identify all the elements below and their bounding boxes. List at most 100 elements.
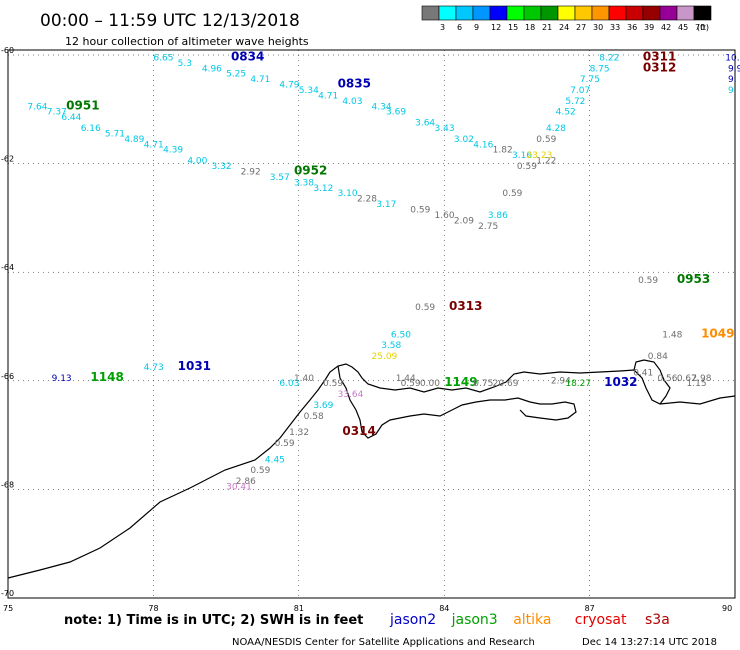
color-legend: 3 6 9 12 15 18 21 24 27 30 33 36 39 42 45 70(ft) [421, 5, 712, 32]
legend-swatch [659, 5, 678, 21]
wave-height-value: 0.58 [304, 412, 324, 422]
wave-height-value: 4.00 [187, 157, 207, 167]
wave-height-value: 3.43 [435, 124, 455, 134]
wave-height-value: 1.48 [662, 330, 682, 340]
wave-height-value: 1.82 [493, 146, 513, 156]
page-subtitle: 12 hour collection of altimeter wave hei… [65, 35, 309, 48]
wave-height-value: 6.16 [81, 124, 101, 134]
wave-height-value: 0.41 [633, 368, 653, 378]
legend-swatch [455, 5, 474, 21]
pass-time-label: 1031 [178, 359, 211, 373]
wave-height-value: 4.45 [265, 455, 285, 465]
legend-swatch [625, 5, 644, 21]
wave-height-value: 2.75 [478, 222, 498, 232]
wave-height-value: 23.23 [527, 151, 553, 161]
legend-tick-label: 6 [457, 23, 462, 32]
coastline-main [7, 363, 736, 579]
mission-jason3: jason3 [451, 612, 498, 628]
wave-height-value: 6.44 [61, 113, 81, 123]
pass-time-label: 0952 [294, 163, 327, 177]
legend-tick-label: 70 [695, 23, 705, 32]
legend-swatch [489, 5, 508, 21]
page-title: 00:00 – 11:59 UTC 12/13/2018 [40, 11, 300, 31]
pass-time-label: 1049 [701, 326, 734, 340]
graticule: -60 -62 -64 -66 -68 -70 75 78 81 84 87 90 [1, 46, 736, 613]
lat-tick-label: -70 [1, 589, 14, 598]
legend-tick-label: 36 [627, 23, 637, 32]
wave-height-value: 8.22 [599, 53, 619, 63]
legend-swatch [540, 5, 559, 21]
wave-height-value: 5.71 [105, 129, 125, 139]
pass-time-label: 0953 [677, 272, 710, 286]
wave-height-value: 5.72 [565, 97, 585, 107]
wave-height-value: 4.79 [279, 81, 299, 91]
footer-credit: NOAA/NESDIS Center for Satellite Applica… [232, 637, 535, 648]
legend-tick-label: 21 [542, 23, 552, 32]
wave-height-value: 0.59 [410, 205, 430, 215]
map-border [7, 49, 736, 599]
wave-height-value: 6.50 [391, 330, 411, 340]
wave-height-value: 1.22 [536, 157, 556, 167]
wave-height-value: 0.59 [401, 379, 421, 389]
coastline [7, 359, 736, 579]
wave-height-value: 4.73 [144, 363, 164, 373]
wave-height-value: 0.59 [415, 303, 435, 313]
wave-height-value: 7.75 [580, 75, 600, 85]
wave-height-value: 10.00 [725, 53, 740, 63]
wave-height-value: 0.59 [536, 135, 556, 145]
legend-tick-label: 3 [440, 23, 445, 32]
pass-time-label: 0311 [643, 49, 676, 63]
wave-height-value: 18.27 [565, 379, 591, 389]
wave-height-value: 4.34 [372, 102, 392, 112]
pass-time-label: 0313 [449, 299, 482, 313]
legend-tick-label: 42 [661, 23, 671, 32]
wave-height-value: 20.69 [493, 379, 519, 389]
lon-tick-label: 78 [148, 604, 158, 613]
wave-height-value: 8.75 [590, 64, 610, 74]
wave-height-value: 4.96 [202, 64, 222, 74]
wave-height-value: 0.59 [323, 379, 343, 389]
wave-height-value: 1.60 [435, 211, 455, 221]
wave-height-value: 3.86 [488, 211, 508, 221]
pass-time-label: 1032 [604, 375, 637, 389]
pass-time-label: 0834 [231, 49, 264, 63]
legend-tick-label: 12 [491, 23, 501, 32]
wave-height-value: 30.41 [226, 482, 252, 492]
wave-height-value: 4.71 [144, 140, 164, 150]
lat-tick-label: -68 [1, 480, 14, 489]
wave-height-value: 3.69 [313, 401, 333, 411]
wave-height-value: 0.59 [275, 439, 295, 449]
wave-height-value: 9.9 [728, 64, 740, 74]
legend-swatch [591, 5, 610, 21]
wave-height-value: 3.69 [386, 108, 406, 118]
wave-height-value: 1.32 [289, 428, 309, 438]
wave-height-value: 0.59 [517, 162, 537, 172]
legend-swatch [472, 5, 491, 21]
wave-height-value: 0.00 [420, 379, 440, 389]
footer-timestamp: Dec 14 13:27:14 UTC 2018 [582, 637, 717, 648]
legend-tick-label: 39 [644, 23, 654, 32]
legend-swatch [438, 5, 457, 21]
lon-tick-label: 87 [585, 604, 595, 613]
wave-height-value: 3.17 [376, 200, 396, 210]
wave-height-value: 3.38 [294, 178, 314, 188]
legend-tick-label: 45 [678, 23, 688, 32]
wave-height-value: 25.09 [372, 352, 398, 362]
pass-time-label: 0835 [338, 77, 371, 91]
legend-swatch [693, 5, 712, 21]
wave-height-value: 7.07 [570, 86, 590, 96]
legend-swatch [608, 5, 627, 21]
wave-height-value: 0.59 [250, 466, 270, 476]
wave-height-value: 7.37 [47, 108, 67, 118]
pass-time-label: 1149 [444, 375, 477, 389]
mission-cryosat: cryosat [575, 612, 627, 628]
lon-tick-label: 84 [439, 604, 449, 613]
wave-height-value: 0.59 [638, 276, 658, 286]
wave-height-value: 2.98 [691, 374, 711, 384]
mission-altika: altika [513, 612, 551, 628]
wave-height-value: 5.25 [226, 70, 246, 80]
wave-height-value: 33.64 [338, 390, 364, 400]
wave-height-value: 3.10 [338, 189, 358, 199]
legend-swatch [523, 5, 542, 21]
